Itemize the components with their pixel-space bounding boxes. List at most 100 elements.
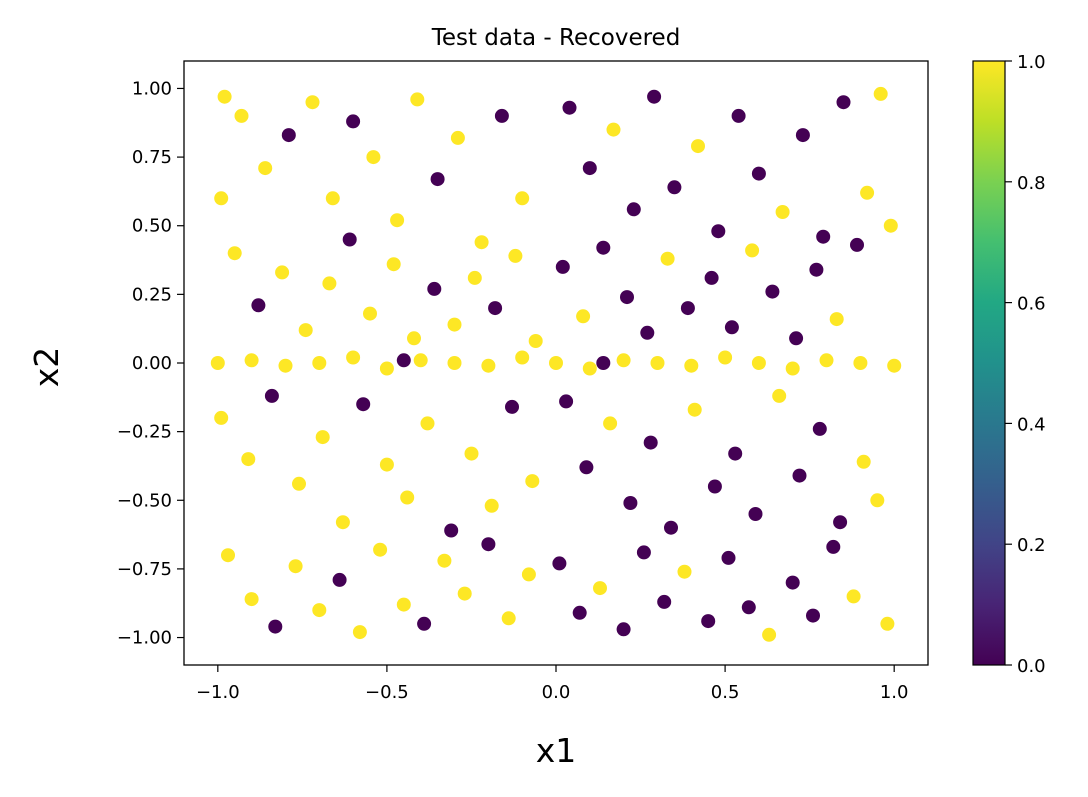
- scatter-point-class-1: [785, 361, 800, 376]
- scatter-point-class-1: [772, 388, 787, 403]
- scatter-point-class-1: [687, 402, 702, 417]
- scatter-point-class-1: [379, 457, 394, 472]
- x-tick-label: 0.5: [711, 682, 740, 703]
- scatter-point-class-1: [241, 452, 256, 467]
- scatter-points: [210, 86, 902, 642]
- scatter-point-class-1: [853, 356, 868, 370]
- scatter-point-class-1: [549, 356, 563, 370]
- scatter-point-class-0: [833, 515, 848, 530]
- scatter-point-class-1: [576, 309, 591, 324]
- scatter-point-class-0: [809, 262, 824, 277]
- scatter-point-class-0: [636, 545, 651, 560]
- x-tick-label: 0.0: [542, 682, 571, 703]
- scatter-point-class-1: [325, 191, 340, 206]
- scatter-point-class-0: [494, 108, 509, 123]
- scatter-point-class-1: [762, 627, 777, 642]
- scatter-point-class-1: [258, 161, 273, 176]
- scatter-point-class-1: [315, 430, 330, 445]
- scatter-point-class-0: [620, 290, 634, 305]
- scatter-point-class-1: [819, 353, 834, 368]
- scatter-point-class-1: [464, 446, 479, 461]
- scatter-point-class-0: [427, 281, 442, 296]
- scatter-point-class-1: [363, 306, 377, 321]
- scatter-point-class-1: [873, 86, 888, 101]
- scatter-point-class-0: [826, 539, 841, 554]
- scatter-point-class-1: [312, 356, 327, 370]
- scatter-point-class-0: [704, 270, 719, 285]
- scatter-point-class-1: [515, 191, 530, 206]
- x-tick-label: 1.0: [880, 682, 909, 703]
- scatter-point-class-1: [684, 358, 699, 373]
- scatter-point-class-1: [515, 350, 530, 365]
- scatter-point-class-1: [292, 476, 306, 491]
- y-axis-label: x2: [27, 347, 66, 388]
- scatter-point-class-0: [664, 520, 678, 535]
- scatter-point-class-1: [210, 356, 225, 370]
- scatter-point-class-0: [623, 496, 638, 510]
- scatter-point-class-1: [390, 213, 405, 228]
- y-tick-label: 1.00: [132, 78, 172, 99]
- scatter-point-class-1: [298, 323, 313, 338]
- x-axis: −1.0 −0.5 0.0 0.5 1.0: [196, 665, 909, 703]
- scatter-point-class-1: [221, 548, 235, 563]
- scatter-point-class-0: [789, 331, 804, 346]
- y-tick-label: −0.25: [117, 422, 172, 443]
- scatter-point-class-0: [707, 479, 722, 494]
- colorbar-tick-label: 0.8: [1017, 173, 1046, 194]
- scatter-point-class-0: [728, 446, 743, 461]
- scatter-point-class-0: [711, 224, 726, 239]
- scatter-point-class-0: [816, 229, 831, 244]
- y-tick-label: 0.75: [132, 147, 172, 168]
- scatter-point-class-1: [606, 122, 621, 137]
- chart-title: Test data - Recovered: [431, 25, 681, 51]
- scatter-point-class-1: [217, 89, 232, 104]
- colorbar-tick-label: 1.0: [1017, 52, 1046, 73]
- scatter-point-class-1: [244, 353, 259, 368]
- scatter-point-class-0: [579, 460, 594, 475]
- scatter-point-class-0: [724, 320, 739, 335]
- scatter-point-class-1: [437, 553, 452, 568]
- scatter-point-class-0: [264, 388, 279, 403]
- y-tick-label: −1.00: [117, 628, 172, 649]
- scatter-point-class-1: [846, 589, 861, 604]
- scatter-point-class-0: [748, 507, 763, 521]
- scatter-point-class-0: [572, 605, 587, 620]
- scatter-point-class-1: [593, 581, 607, 596]
- scatter-point-class-1: [410, 92, 425, 107]
- colorbar-tick-label: 0.2: [1017, 535, 1046, 556]
- scatter-point-class-1: [244, 592, 259, 607]
- scatter-point-class-1: [887, 358, 902, 373]
- scatter-point-class-0: [795, 128, 810, 143]
- scatter-point-class-1: [775, 205, 790, 219]
- scatter-point-class-0: [657, 594, 672, 609]
- scatter-point-class-1: [234, 108, 249, 123]
- scatter-point-class-1: [856, 454, 871, 469]
- scatter-point-class-1: [335, 515, 350, 530]
- scatter-point-class-1: [582, 361, 597, 376]
- colorbar-axis: 0.0 0.2 0.4 0.6 0.8 1.0: [1005, 52, 1046, 677]
- scatter-point-class-1: [718, 350, 733, 365]
- scatter-point-class-0: [640, 325, 655, 340]
- scatter-point-class-0: [785, 575, 800, 590]
- scatter-point-class-0: [342, 232, 357, 247]
- scatter-point-class-0: [626, 202, 641, 217]
- scatter-point-class-0: [751, 166, 766, 181]
- scatter-point-class-1: [474, 235, 489, 250]
- scatter-point-class-1: [373, 542, 388, 557]
- scatter-point-class-0: [667, 180, 682, 195]
- scatter-point-class-0: [643, 435, 658, 450]
- scatter-point-class-1: [745, 243, 760, 258]
- scatter-point-class-0: [481, 537, 496, 552]
- scatter-point-class-0: [680, 301, 695, 316]
- scatter-point-class-0: [417, 616, 432, 631]
- x-tick-label: −0.5: [365, 682, 409, 703]
- scatter-point-class-0: [268, 619, 283, 634]
- scatter-point-class-0: [430, 172, 445, 187]
- scatter-point-class-1: [677, 564, 692, 579]
- scatter-point-class-1: [883, 218, 898, 233]
- scatter-point-class-0: [701, 614, 716, 629]
- x-tick-label: −1.0: [196, 682, 240, 703]
- scatter-point-class-1: [413, 353, 428, 368]
- scatter-point-class-1: [616, 353, 631, 368]
- scatter-point-class-0: [444, 523, 459, 538]
